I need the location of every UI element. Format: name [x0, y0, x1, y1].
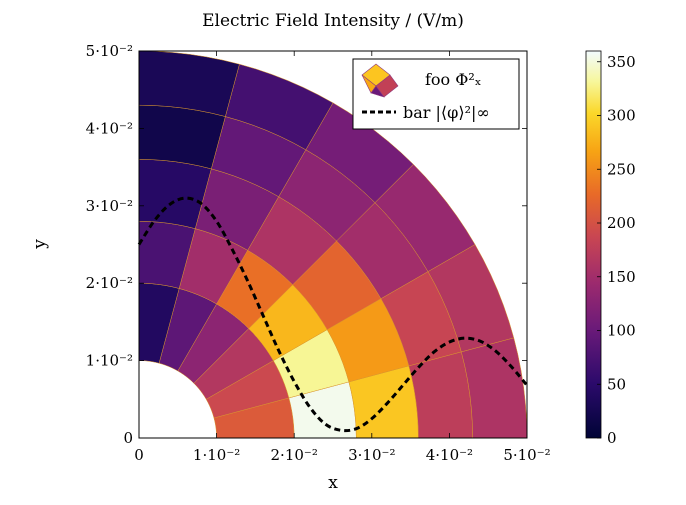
x-tick-label-2: 2·10⁻² [271, 446, 318, 464]
colorbar-ticks: 0 50 100 150 200 250 300 350 [597, 53, 636, 447]
colorbar-tick-label-4: 200 [607, 214, 636, 232]
legend-patch-icon [361, 63, 399, 98]
colorbar-tick-label-0: 0 [607, 429, 617, 447]
colorbar-tick-label-7: 350 [607, 53, 636, 71]
x-tick-label-4: 4·10⁻² [426, 446, 473, 464]
legend: foo Φ²ₓ bar |⟨φ⟩²|∞ [352, 58, 520, 130]
mesh-cell-18 [408, 351, 473, 439]
colorbar-tick-label-1: 50 [607, 375, 626, 393]
colorbar-tick-label-5: 250 [607, 160, 636, 178]
x-axis-label: x [328, 473, 338, 493]
legend-label-bar: bar |⟨φ⟩²|∞ [403, 103, 490, 122]
y-tick-label-0: 0 [123, 429, 133, 447]
colorbar-tick-label-6: 300 [607, 107, 636, 125]
x-tick-label-1: 1·10⁻² [193, 446, 240, 464]
heatmap-mesh [138, 50, 528, 439]
mesh-cell-23 [138, 104, 226, 170]
x-tick-label-3: 3·10⁻² [348, 446, 395, 464]
y-tick-label-2: 2·10⁻² [86, 274, 133, 292]
y-tick-label-3: 3·10⁻² [86, 197, 133, 215]
series-layer [137, 196, 529, 433]
x-tick-label-5: 5·10⁻² [503, 446, 550, 464]
x-tick-label-0: 0 [134, 446, 144, 464]
y-tick-label-4: 4·10⁻² [86, 119, 133, 137]
colorbar-tick-label-3: 150 [607, 268, 636, 286]
y-tick-label-5: 5·10⁻² [86, 42, 133, 60]
legend-label-foo: foo Φ²ₓ [425, 70, 482, 89]
y-axis-label: y [30, 239, 50, 250]
colorbar-gradient [585, 50, 602, 439]
axes: 0 1·10⁻² 2·10⁻² 3·10⁻² 4·10⁻² 5·10⁻² 0 1·10⁻² 2·… [86, 42, 551, 464]
colorbar-tick-label-2: 100 [607, 322, 636, 340]
chart-title: Electric Field Intensity / (V/m) [202, 11, 464, 31]
y-tick-label-1: 1·10⁻² [86, 352, 133, 370]
series-line-bar [137, 196, 529, 433]
colorbar: 0 50 100 150 200 250 300 350 [585, 50, 636, 447]
axes-frame [138, 50, 528, 439]
